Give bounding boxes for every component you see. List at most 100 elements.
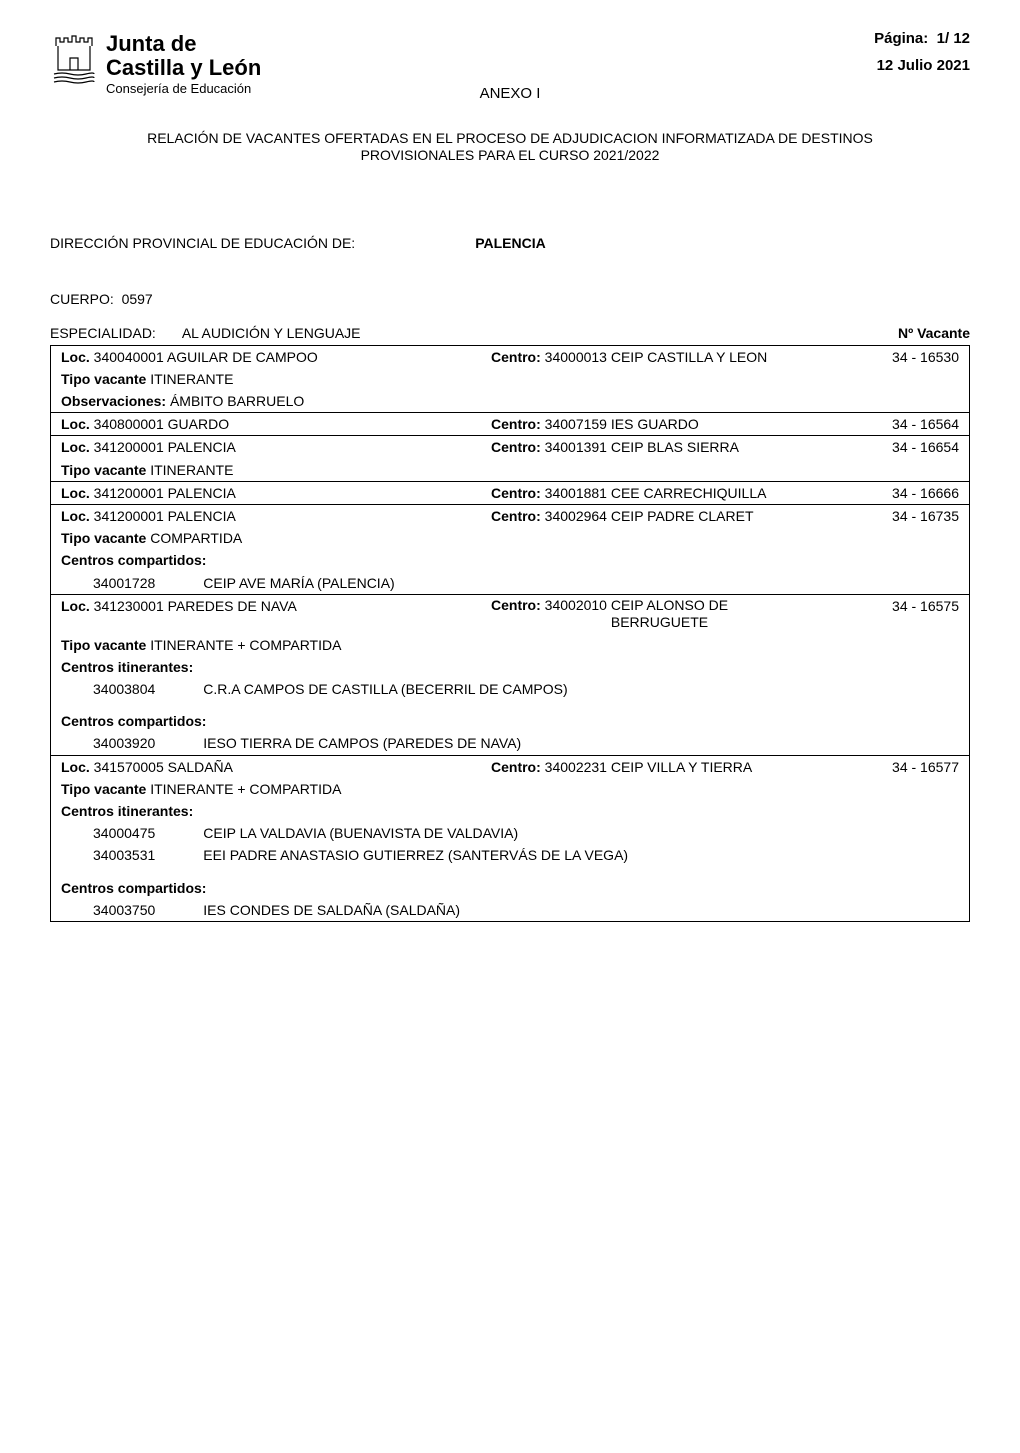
vacante-cell: 34 - 16577 xyxy=(859,758,959,776)
loc-label: Loc. xyxy=(61,759,94,775)
loc-label: Loc. xyxy=(61,598,94,614)
nested-name: C.R.A CAMPOS DE CASTILLA (BECERRIL DE CA… xyxy=(203,681,567,697)
observaciones-value: ÁMBITO BARRUELO xyxy=(170,393,304,409)
listing-row: Centros itinerantes: xyxy=(51,656,969,678)
section-label: Centros compartidos: xyxy=(61,713,206,729)
listing-row: Loc. 341200001 PALENCIACentro: 34001881 … xyxy=(51,481,969,504)
nested-centre-row: 34003920IESO TIERRA DE CAMPOS (PAREDES D… xyxy=(61,734,959,752)
nested-centre-row: 34003531EEI PADRE ANASTASIO GUTIERREZ (S… xyxy=(61,846,959,864)
listing-row: Tipo vacante ITINERANTE xyxy=(51,368,969,390)
logo-block: Junta de Castilla y León Consejería de E… xyxy=(50,30,261,97)
nested-centre-row: 34003804 C.R.A CAMPOS DE CASTILLA (BECERR… xyxy=(61,680,959,698)
especialidad-value: AL AUDICIÓN Y LENGUAJE xyxy=(182,325,361,341)
listing-row: Loc. 340040001 AGUILAR DE CAMPOOCentro: … xyxy=(51,346,969,368)
loc-code: 341230001 xyxy=(94,598,164,614)
vacante-cell: 34 - 16735 xyxy=(859,507,959,525)
tipo-vacante-label: Tipo vacante xyxy=(61,462,150,478)
centro-name: CEIP VILLA Y TIERRA xyxy=(611,759,752,775)
nested-centre-row: 34001728CEIP AVE MARÍA (PALENCIA) xyxy=(61,574,959,592)
section-label: Centros compartidos: xyxy=(61,552,206,568)
nested-code: 34003920 xyxy=(93,735,155,751)
cuerpo-value: 0597 xyxy=(122,291,153,307)
centro-name: CEIP PADRE CLARET xyxy=(611,508,754,524)
section-header: Centros itinerantes: xyxy=(61,658,491,676)
logo-cyl-text: Castilla y León xyxy=(106,56,261,80)
cuerpo-label: CUERPO: xyxy=(50,291,114,307)
loc-cell: Loc. 340800001 GUARDO xyxy=(61,415,491,433)
centro-cell: Centro: 34002010 CEIP ALONSO DE BERRUGUE… xyxy=(491,597,859,632)
nested-code: 34003750 xyxy=(93,902,155,918)
tipo-vacante-label: Tipo vacante xyxy=(61,781,150,797)
centro-code: 34000013 xyxy=(545,349,607,365)
tipo-vacante-value: ITINERANTE xyxy=(150,371,233,387)
centro-cell: Centro: 34002964 CEIP PADRE CLARET xyxy=(491,507,859,525)
observaciones-label: Observaciones: xyxy=(61,393,170,409)
loc-name: PALENCIA xyxy=(168,439,236,455)
centro-code: 34007159 xyxy=(545,416,607,432)
section-header: Centros itinerantes: xyxy=(61,802,491,820)
section-header: Centros compartidos: xyxy=(61,551,491,569)
centro-label: Centro: xyxy=(491,349,545,365)
loc-label: Loc. xyxy=(61,349,94,365)
listing-row: Tipo vacante ITINERANTE + COMPARTIDA xyxy=(51,634,969,656)
centro-label: Centro: xyxy=(491,485,545,501)
listing-row: Centros compartidos: xyxy=(51,549,969,571)
loc-label: Loc. xyxy=(61,508,94,524)
loc-cell: Loc. 341200001 PALENCIA xyxy=(61,484,491,502)
loc-code: 340800001 xyxy=(94,416,164,432)
loc-name: AGUILAR DE CAMPOO xyxy=(167,349,318,365)
centro-label: Centro: xyxy=(491,597,545,613)
centro-cell: Centro: 34001391 CEIP BLAS SIERRA xyxy=(491,438,859,456)
nested-code: 34003804 xyxy=(93,681,155,697)
especialidad-label: ESPECIALIDAD: xyxy=(50,325,156,341)
logo-junta-text: Junta de xyxy=(106,32,261,56)
logo-consejeria-text: Consejería de Educación xyxy=(106,82,261,96)
centro-name: CEIP CASTILLA Y LEON xyxy=(611,349,767,365)
loc-code: 341200001 xyxy=(94,439,164,455)
loc-name: SALDAÑA xyxy=(168,759,233,775)
centro-label: Centro: xyxy=(491,508,545,524)
listing-row: Centros compartidos: xyxy=(51,710,969,732)
loc-cell: Loc. 340040001 AGUILAR DE CAMPOO xyxy=(61,348,491,366)
vacante-cell: 34 - 16654 xyxy=(859,438,959,456)
loc-cell: Loc. 341200001 PALENCIA xyxy=(61,438,491,456)
nested-centre-row: 34003750IES CONDES DE SALDAÑA (SALDAÑA) xyxy=(61,901,959,919)
tipo-vacante-cell: Tipo vacante COMPARTIDA xyxy=(61,529,491,547)
tipo-vacante-label: Tipo vacante xyxy=(61,530,150,546)
vacante-cell: 34 - 16530 xyxy=(859,348,959,366)
section-label: Centros itinerantes: xyxy=(61,803,193,819)
loc-label: Loc. xyxy=(61,416,94,432)
loc-label: Loc. xyxy=(61,439,94,455)
tipo-vacante-value: ITINERANTE + COMPARTIDA xyxy=(150,781,341,797)
tipo-vacante-label: Tipo vacante xyxy=(61,637,150,653)
centro-name: CEIP BLAS SIERRA xyxy=(611,439,739,455)
loc-name: PAREDES DE NAVA xyxy=(168,598,297,614)
nested-code: 34000475 xyxy=(93,825,155,841)
n-vacante-header: Nº Vacante xyxy=(898,325,970,341)
listing-row: 34003804 C.R.A CAMPOS DE CASTILLA (BECERR… xyxy=(51,678,969,700)
pagina-num: 1 xyxy=(937,30,945,47)
centro-label: Centro: xyxy=(491,439,545,455)
nested-name: EEI PADRE ANASTASIO GUTIERREZ (SANTERVÁS… xyxy=(203,847,628,863)
nested-centre-row: 34000475 CEIP LA VALDAVIA (BUENAVISTA DE … xyxy=(61,824,959,842)
centro-label: Centro: xyxy=(491,416,545,432)
nested-name: CEIP AVE MARÍA (PALENCIA) xyxy=(203,575,394,591)
loc-label: Loc. xyxy=(61,485,94,501)
centro-cell: Centro: 34002231 CEIP VILLA Y TIERRA xyxy=(491,758,859,776)
listing-row: 34001728CEIP AVE MARÍA (PALENCIA) xyxy=(51,572,969,594)
listing-row xyxy=(51,867,969,877)
centro-label: Centro: xyxy=(491,759,545,775)
tipo-vacante-value: ITINERANTE xyxy=(150,462,233,478)
nested-name: CEIP LA VALDAVIA (BUENAVISTA DE VALDAVIA… xyxy=(203,825,518,841)
loc-name: PALENCIA xyxy=(168,508,236,524)
listing-row: Observaciones: ÁMBITO BARRUELO xyxy=(51,390,969,412)
listing-row: 34000475 CEIP LA VALDAVIA (BUENAVISTA DE … xyxy=(51,822,969,844)
centro-code: 34002964 xyxy=(545,508,607,524)
pagina-label: Página: xyxy=(874,30,928,47)
listing-row: 34003750IES CONDES DE SALDAÑA (SALDAÑA) xyxy=(51,899,969,921)
tipo-vacante-cell: Tipo vacante ITINERANTE xyxy=(61,370,491,388)
centro-code: 34001391 xyxy=(545,439,607,455)
tipo-vacante-value: COMPARTIDA xyxy=(150,530,242,546)
loc-code: 340040001 xyxy=(94,349,164,365)
tipo-vacante-value: ITINERANTE + COMPARTIDA xyxy=(150,637,341,653)
